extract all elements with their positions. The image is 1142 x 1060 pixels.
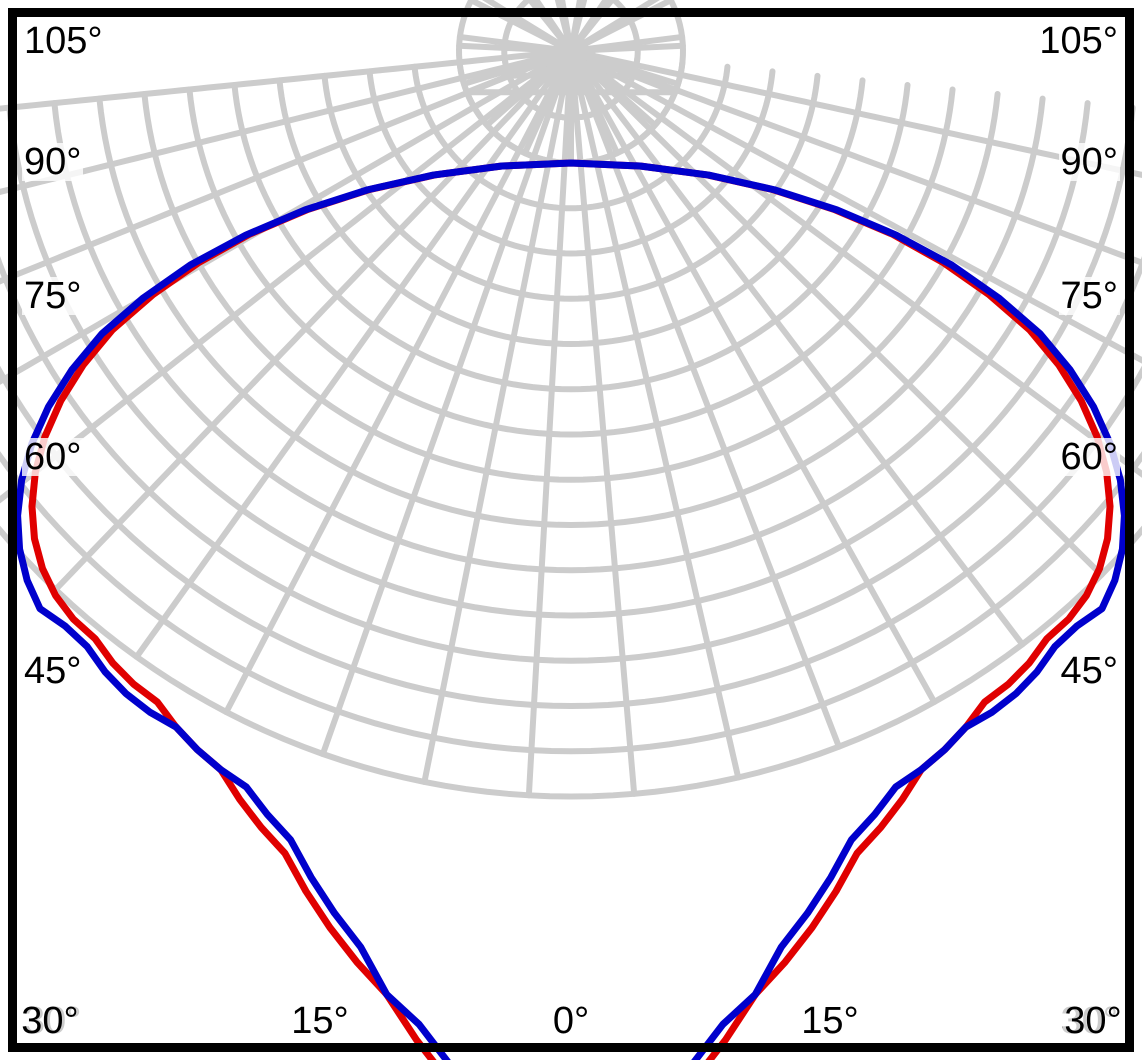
grid-spoke-180 bbox=[463, 42, 588, 96]
azimuth-label-bottom-4: 30° bbox=[1062, 1000, 1124, 1042]
gamma-label-left-3: 60° bbox=[22, 436, 84, 478]
grid-meridian-az--17 bbox=[223, 42, 577, 716]
azimuth-label-bottom-3: 15° bbox=[799, 1000, 861, 1042]
grid-meridian-az--32 bbox=[0, 44, 579, 504]
gamma-label-right-3: 60° bbox=[1058, 436, 1120, 478]
grid-meridian-az-3 bbox=[567, 42, 638, 797]
grid-arc-gamma-85 bbox=[411, 63, 731, 212]
grid-meridian-az--52 bbox=[0, 47, 580, 112]
grid-meridian-az--2 bbox=[525, 42, 575, 799]
grid-arc-gamma-55 bbox=[141, 91, 1001, 483]
gamma-label-left-2: 75° bbox=[22, 275, 84, 317]
grid-meridian-az-43 bbox=[562, 46, 1142, 266]
grid-arc-gamma-50 bbox=[96, 95, 1046, 529]
grid-meridian-az--27 bbox=[52, 43, 578, 593]
grid-arc-gamma-30 bbox=[0, 365, 1142, 710]
grid-arc-gamma-60 bbox=[186, 86, 956, 438]
grid-arc-gamma-25 bbox=[0, 451, 1142, 755]
grid-arc-gamma-40 bbox=[6, 104, 1136, 619]
grid-meridian-az-28 bbox=[563, 44, 1105, 578]
series-curve-blue bbox=[14, 159, 1128, 1060]
azimuth-label-bottom-1: 15° bbox=[289, 1000, 351, 1042]
grid-arc-gamma-45 bbox=[51, 100, 1091, 574]
grid-meridian-az--22 bbox=[133, 43, 578, 660]
grid-arc-gamma-65 bbox=[231, 81, 911, 393]
gamma-label-right-0: 105° bbox=[1037, 20, 1120, 62]
gamma-label-left-0: 105° bbox=[22, 20, 105, 62]
gamma-label-right-2: 75° bbox=[1058, 275, 1120, 317]
grid-arc-gamma-20 bbox=[0, 525, 1142, 800]
grid-meridian-az--7 bbox=[421, 42, 576, 785]
gamma-label-left-1: 90° bbox=[22, 141, 84, 183]
grid-meridian-az-33 bbox=[563, 44, 1142, 478]
azimuth-label-bottom-0: 30° bbox=[19, 1000, 81, 1042]
grid-meridian-az-38 bbox=[563, 45, 1142, 364]
gamma-label-left-4: 45° bbox=[22, 650, 84, 692]
grid-meridian-az-23 bbox=[564, 43, 1026, 648]
grid-lines bbox=[0, 0, 1142, 800]
grid-meridian-az-18 bbox=[565, 43, 938, 706]
grid-arc-gamma-80 bbox=[366, 68, 776, 257]
grid-meridian-az-48 bbox=[562, 46, 1142, 178]
grid-meridian-az--47 bbox=[0, 46, 580, 195]
azimuth-label-bottom-2: 0° bbox=[550, 1000, 592, 1042]
gamma-label-right-4: 45° bbox=[1058, 650, 1120, 692]
grid-meridian-az--42 bbox=[0, 45, 580, 285]
grid-arc-gamma-70 bbox=[276, 77, 866, 348]
gamma-label-right-1: 90° bbox=[1058, 141, 1120, 183]
